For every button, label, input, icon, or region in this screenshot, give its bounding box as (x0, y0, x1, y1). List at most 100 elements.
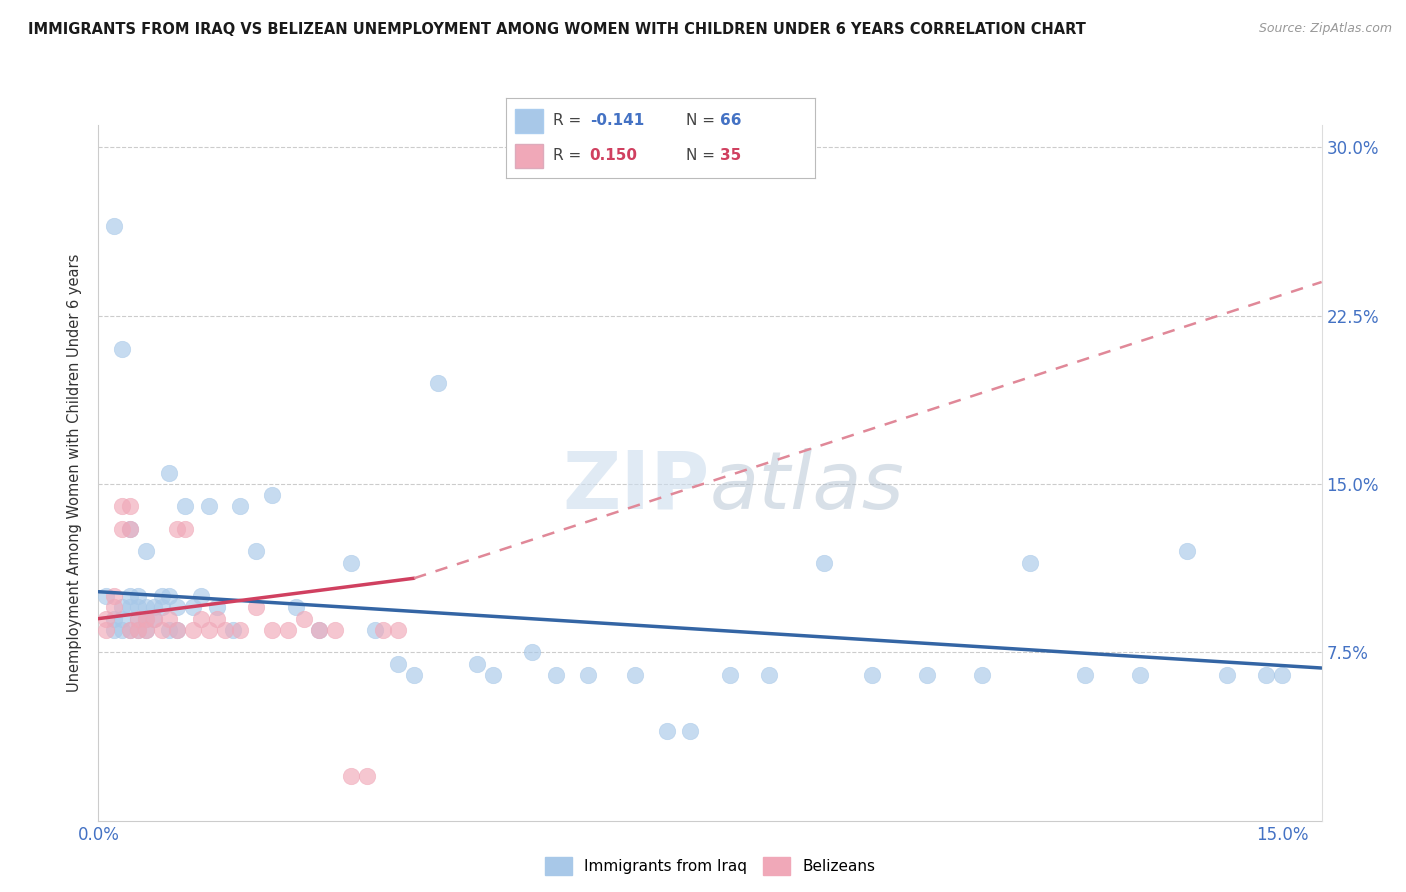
Point (181, 623, 204, 637)
Point (718, 667, 741, 681)
Point (1074, 667, 1097, 681)
Point (159, 612, 181, 626)
Point (96, 589, 118, 603)
Point (166, 623, 188, 637)
Text: Source: ZipAtlas.com: Source: ZipAtlas.com (1258, 22, 1392, 36)
Point (292, 612, 315, 626)
Point (546, 667, 568, 681)
Point (135, 544, 157, 558)
Point (127, 612, 149, 626)
Point (1129, 667, 1152, 681)
Point (111, 623, 134, 637)
Point (813, 556, 835, 570)
Point (103, 600, 125, 615)
FancyBboxPatch shape (516, 144, 543, 168)
Point (135, 623, 157, 637)
Point (150, 600, 173, 615)
Text: 0.150: 0.150 (589, 148, 638, 163)
Point (118, 500, 141, 514)
Point (166, 522, 188, 536)
Point (323, 623, 346, 637)
Point (679, 723, 702, 738)
Point (118, 589, 141, 603)
Point (127, 623, 149, 637)
FancyBboxPatch shape (516, 109, 543, 133)
Text: N =: N = (686, 148, 714, 163)
Point (758, 667, 780, 681)
Point (159, 589, 181, 603)
Text: IMMIGRANTS FROM IRAQ VS BELIZEAN UNEMPLOYMENT AMONG WOMEN WITH CHILDREN UNDER 6 : IMMIGRANTS FROM IRAQ VS BELIZEAN UNEMPLO… (28, 22, 1085, 37)
Point (135, 612, 157, 626)
Point (426, 376, 449, 390)
Point (159, 623, 181, 637)
Point (127, 589, 149, 603)
Point (371, 623, 394, 637)
Point (118, 522, 141, 536)
Point (522, 645, 544, 659)
Point (198, 500, 221, 514)
Point (972, 667, 994, 681)
Text: ZIP: ZIP (562, 448, 710, 525)
Point (127, 623, 149, 637)
Point (277, 623, 299, 637)
Point (103, 612, 125, 626)
Point (166, 623, 188, 637)
Point (576, 667, 599, 681)
Point (159, 466, 181, 480)
Point (1256, 667, 1278, 681)
Point (465, 657, 488, 671)
Point (142, 600, 165, 615)
Point (308, 623, 330, 637)
Point (655, 723, 678, 738)
Point (103, 589, 125, 603)
Point (111, 522, 134, 536)
Point (245, 600, 267, 615)
Point (356, 769, 378, 783)
Point (111, 343, 134, 357)
Point (127, 612, 149, 626)
Point (118, 522, 141, 536)
Point (387, 657, 409, 671)
Point (340, 556, 363, 570)
Point (221, 623, 243, 637)
Legend: Immigrants from Iraq, Belizeans: Immigrants from Iraq, Belizeans (537, 850, 883, 882)
Point (96, 612, 118, 626)
Point (111, 600, 134, 615)
Point (205, 612, 228, 626)
Point (127, 600, 149, 615)
Point (111, 612, 134, 626)
Text: R =: R = (553, 113, 581, 128)
Point (118, 600, 141, 615)
Point (150, 623, 173, 637)
Point (229, 500, 252, 514)
Point (404, 667, 426, 681)
Point (205, 600, 228, 615)
Point (1177, 544, 1199, 558)
Point (1271, 667, 1294, 681)
Point (387, 623, 409, 637)
Point (190, 612, 212, 626)
Point (363, 623, 385, 637)
Text: R =: R = (553, 148, 581, 163)
Point (1018, 556, 1040, 570)
Point (260, 488, 283, 502)
Text: -0.141: -0.141 (589, 113, 644, 128)
Point (340, 769, 363, 783)
Point (142, 612, 165, 626)
Point (1216, 667, 1239, 681)
Point (135, 612, 157, 626)
Point (245, 544, 267, 558)
Point (103, 623, 125, 637)
Point (111, 500, 134, 514)
Point (860, 667, 883, 681)
Point (150, 589, 173, 603)
Point (229, 623, 252, 637)
Point (190, 589, 212, 603)
Text: 66: 66 (720, 113, 741, 128)
Point (915, 667, 938, 681)
Y-axis label: Unemployment Among Women with Children Under 6 years: Unemployment Among Women with Children U… (67, 253, 83, 692)
Point (174, 522, 197, 536)
Point (103, 219, 125, 233)
Point (284, 600, 307, 615)
Text: 35: 35 (720, 148, 741, 163)
